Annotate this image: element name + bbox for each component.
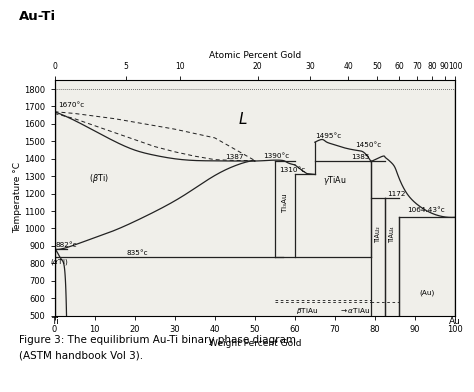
Text: 1310°c: 1310°c	[279, 167, 305, 173]
Text: 1390°c: 1390°c	[263, 153, 289, 159]
Text: (ASTM handbook Vol 3).: (ASTM handbook Vol 3).	[19, 351, 143, 361]
Text: 1450°c: 1450°c	[355, 142, 381, 149]
Text: Ti: Ti	[51, 317, 58, 326]
Text: Au: Au	[449, 317, 461, 326]
Text: ($\alpha$Ti): ($\alpha$Ti)	[50, 257, 68, 267]
Text: 1172: 1172	[387, 191, 405, 197]
Text: Au-Ti: Au-Ti	[19, 10, 56, 23]
Text: 1385: 1385	[351, 154, 369, 160]
Text: $\gamma$TiAu: $\gamma$TiAu	[323, 174, 346, 187]
X-axis label: Weight Percent Gold: Weight Percent Gold	[209, 339, 301, 348]
Text: Figure 3: The equilibrium Au-Ti binary phase diagram: Figure 3: The equilibrium Au-Ti binary p…	[19, 335, 296, 345]
Text: ($\beta$Ti): ($\beta$Ti)	[89, 172, 109, 185]
Text: $\rightarrow\alpha$TiAu: $\rightarrow\alpha$TiAu	[339, 306, 370, 315]
Text: Ti₃Au: Ti₃Au	[282, 193, 288, 212]
Text: L: L	[238, 112, 247, 127]
X-axis label: Atomic Percent Gold: Atomic Percent Gold	[209, 51, 301, 60]
Text: 1387: 1387	[226, 154, 244, 160]
Text: 1495°c: 1495°c	[315, 133, 341, 139]
Text: $\beta$TiAu: $\beta$TiAu	[296, 306, 318, 316]
Text: 882°c: 882°c	[56, 242, 77, 248]
Text: 1670°c: 1670°c	[58, 102, 85, 108]
Y-axis label: Temperature °C: Temperature °C	[13, 162, 22, 234]
Text: 1064.43°c: 1064.43°c	[407, 207, 445, 213]
Text: (Au): (Au)	[419, 290, 435, 296]
Text: TiAu₄: TiAu₄	[389, 227, 395, 243]
Text: 835°c: 835°c	[127, 250, 148, 256]
Text: TiAu₂: TiAu₂	[375, 227, 381, 243]
